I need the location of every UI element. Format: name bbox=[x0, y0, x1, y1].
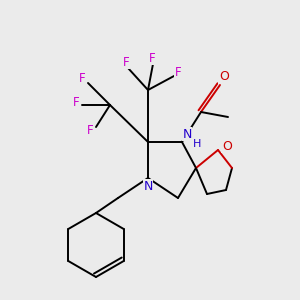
Text: O: O bbox=[222, 140, 232, 152]
Text: H: H bbox=[193, 139, 201, 149]
Text: F: F bbox=[73, 97, 79, 110]
Text: N: N bbox=[182, 128, 192, 140]
Text: F: F bbox=[149, 52, 155, 64]
Text: F: F bbox=[79, 73, 85, 85]
Text: F: F bbox=[175, 65, 181, 79]
Text: F: F bbox=[123, 56, 129, 68]
Text: N: N bbox=[143, 179, 153, 193]
Text: F: F bbox=[87, 124, 93, 137]
Text: O: O bbox=[219, 70, 229, 83]
